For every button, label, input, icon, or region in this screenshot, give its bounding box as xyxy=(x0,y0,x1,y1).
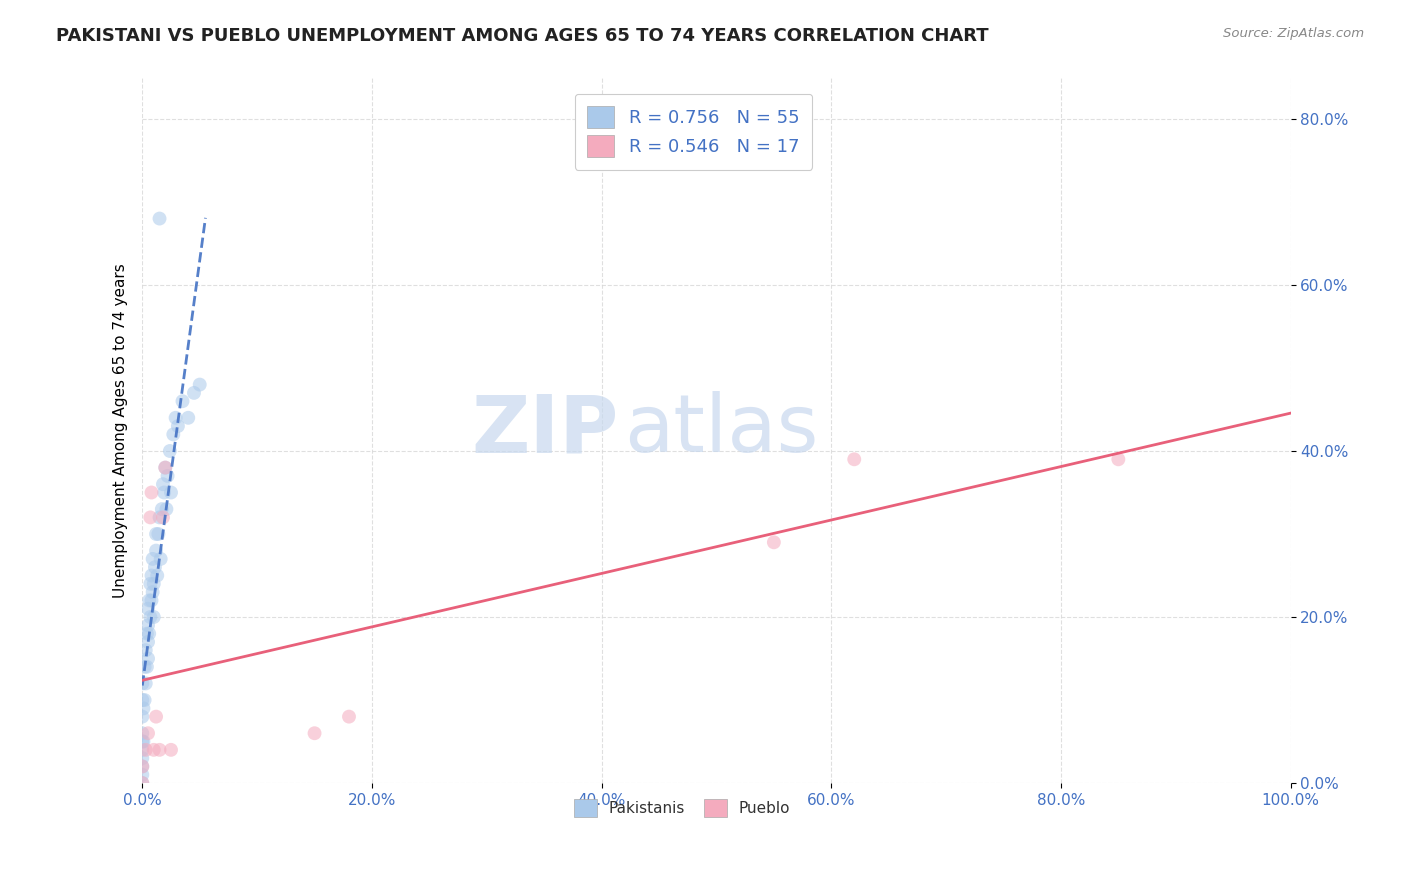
Point xyxy=(142,576,165,591)
Point xyxy=(155,460,177,475)
Point xyxy=(136,635,159,649)
Point xyxy=(141,485,163,500)
Point xyxy=(135,660,157,674)
Point xyxy=(160,743,183,757)
Point xyxy=(136,651,159,665)
Point xyxy=(142,552,165,566)
Point xyxy=(337,709,360,723)
Point xyxy=(135,626,157,640)
Point xyxy=(1107,452,1129,467)
Point xyxy=(165,410,187,425)
Point xyxy=(132,701,155,715)
Point xyxy=(135,643,157,657)
Point xyxy=(188,377,211,392)
Point xyxy=(138,593,160,607)
Point xyxy=(131,693,153,707)
Point xyxy=(145,527,167,541)
Point xyxy=(131,676,153,690)
Point xyxy=(159,444,181,458)
Point xyxy=(150,502,173,516)
Point xyxy=(142,585,165,599)
Point xyxy=(844,452,866,467)
Point xyxy=(139,510,162,524)
Point xyxy=(148,527,170,541)
Point xyxy=(136,618,159,632)
Point xyxy=(145,543,167,558)
Point xyxy=(141,568,163,582)
Text: atlas: atlas xyxy=(624,392,818,469)
Point xyxy=(143,560,166,574)
Point xyxy=(139,576,162,591)
Point xyxy=(131,759,153,773)
Point xyxy=(148,743,170,757)
Text: PAKISTANI VS PUEBLO UNEMPLOYMENT AMONG AGES 65 TO 74 YEARS CORRELATION CHART: PAKISTANI VS PUEBLO UNEMPLOYMENT AMONG A… xyxy=(56,27,988,45)
Point xyxy=(141,593,163,607)
Point xyxy=(155,460,177,475)
Point xyxy=(142,743,165,757)
Point xyxy=(142,610,165,624)
Point xyxy=(762,535,785,549)
Point xyxy=(131,743,153,757)
Point xyxy=(131,776,153,790)
Point xyxy=(152,477,174,491)
Point xyxy=(135,676,157,690)
Point xyxy=(167,419,190,434)
Point xyxy=(153,485,176,500)
Point xyxy=(131,759,153,773)
Y-axis label: Unemployment Among Ages 65 to 74 years: Unemployment Among Ages 65 to 74 years xyxy=(114,263,128,598)
Point xyxy=(131,768,153,782)
Point xyxy=(139,610,162,624)
Point xyxy=(183,385,205,400)
Point xyxy=(156,469,179,483)
Point xyxy=(131,709,153,723)
Point xyxy=(145,709,167,723)
Point xyxy=(152,510,174,524)
Point xyxy=(132,734,155,748)
Point xyxy=(134,660,156,674)
Point xyxy=(148,510,170,524)
Point xyxy=(136,601,159,615)
Text: Source: ZipAtlas.com: Source: ZipAtlas.com xyxy=(1223,27,1364,40)
Point xyxy=(138,626,160,640)
Point xyxy=(135,743,157,757)
Point xyxy=(148,211,170,226)
Text: ZIP: ZIP xyxy=(471,392,619,469)
Legend: Pakistanis, Pueblo: Pakistanis, Pueblo xyxy=(567,791,797,825)
Point xyxy=(136,726,159,740)
Point xyxy=(149,552,172,566)
Point xyxy=(162,427,184,442)
Point xyxy=(131,776,153,790)
Point xyxy=(177,410,200,425)
Point xyxy=(131,734,153,748)
Point xyxy=(155,502,177,516)
Point xyxy=(160,485,183,500)
Point xyxy=(131,726,153,740)
Point xyxy=(172,394,194,409)
Point xyxy=(134,693,156,707)
Point xyxy=(146,568,169,582)
Point xyxy=(131,751,153,765)
Point xyxy=(304,726,326,740)
